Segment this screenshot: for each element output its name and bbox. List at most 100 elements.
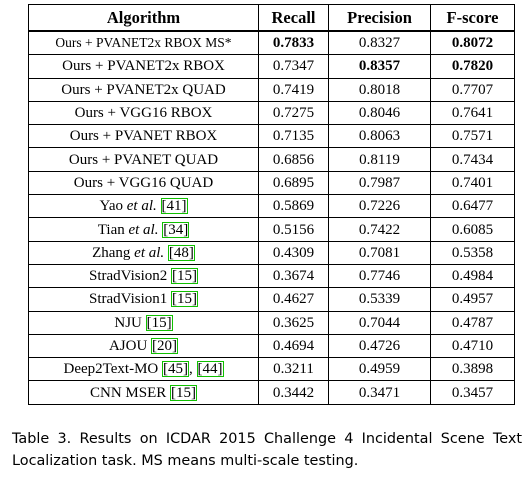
algorithm-cell: StradVision2 [15] [28,263,259,289]
citation-number: 15 [151,314,167,331]
fscore-cell: 0.7820 [430,54,515,79]
citation-link[interactable]: [45] [162,361,189,378]
algorithm-cell: Zhang et al. [48] [28,240,259,265]
algorithm-name: Ours + PVANET2x RBOX MS* [55,35,232,51]
table-row: Tian et al. [34] 0.5156 0.7422 0.6085 [28,217,515,242]
fscore-cell: 0.7571 [430,124,515,149]
table-row: Zhang et al. [48] 0.4309 0.7081 0.5358 [28,240,515,265]
table-body: Ours + PVANET2x RBOX MS* 0.7833 0.8327 0.80… [28,30,515,405]
precision-cell: 0.4959 [328,357,431,382]
algorithm-cell: CNN MSER [15] [28,380,259,405]
algorithm-name: Tian [97,221,125,238]
citation-link[interactable]: [15] [171,268,199,285]
citation-number: 48 [173,244,189,261]
fscore-cell: 0.5358 [430,240,515,265]
citation-number: 15 [177,268,193,285]
recall-cell: 0.6895 [258,170,329,196]
precision-cell: 0.8357 [328,54,431,79]
citation-number: 44 [202,361,218,378]
precision-cell: 0.7226 [328,194,431,219]
recall-cell: 0.4627 [258,287,329,312]
algorithm-cell: Tian et al. [34] [28,217,259,242]
recall-cell: 0.7135 [258,124,329,149]
precision-cell: 0.7081 [328,240,431,265]
header-recall: Recall [258,4,329,32]
header-algorithm: Algorithm [28,4,259,32]
fscore-cell: 0.7707 [430,77,515,102]
table-row: AJOU [20] 0.4694 0.4726 0.4710 [28,333,515,359]
citation-number: 41 [166,198,182,215]
algorithm-cell: Ours + VGG16 RBOX [28,100,259,126]
precision-cell: 0.7746 [328,263,431,289]
table-row: Ours + PVANET2x RBOX MS* 0.7833 0.8327 0.80… [28,30,515,56]
fscore-cell: 0.4710 [430,333,515,359]
algorithm-name: StradVision2 [88,268,168,285]
citation-link[interactable]: [20] [151,338,179,354]
precision-cell: 0.8018 [328,77,431,102]
algorithm-name: Deep2Text-MO [63,361,159,378]
fscore-cell: 0.7641 [430,100,515,126]
precision-cell: 0.7422 [328,217,431,242]
algorithm-cell: Ours + VGG16 QUAD [28,170,259,196]
fscore-cell: 0.7401 [430,170,515,196]
algorithm-cell: Ours + PVANET2x RBOX MS* [28,30,259,56]
table-row: NJU [15] 0.3625 0.7044 0.4787 [28,310,515,335]
precision-cell: 0.7987 [328,170,431,196]
citation-link[interactable]: [41] [160,198,188,215]
recall-cell: 0.5869 [258,194,329,219]
citation-link[interactable]: [15] [145,314,173,331]
algorithm-cell: Ours + PVANET2x QUAD [28,77,259,102]
algorithm-cell: Ours + PVANET2x RBOX [28,54,259,79]
recall-cell: 0.7419 [258,77,329,102]
algorithm-name: Ours + PVANET RBOX [69,128,218,145]
citation-link[interactable]: [15] [170,384,198,401]
recall-cell: 0.4309 [258,240,329,265]
precision-cell: 0.8046 [328,100,431,126]
table-row: Ours + VGG16 QUAD 0.6895 0.7987 0.7401 [28,170,515,196]
fscore-cell: 0.3457 [430,380,515,405]
fscore-cell: 0.6085 [430,217,515,242]
results-table-container: Algorithm Recall Precision F-score Ours … [28,4,515,405]
fscore-cell: 0.6477 [430,194,515,219]
fscore-cell: 0.4787 [430,310,515,335]
fscore-cell: 0.3898 [430,357,515,382]
algorithm-cell: StradVision1 [15] [28,287,259,312]
results-table: Algorithm Recall Precision F-score Ours … [28,4,515,405]
citation-link[interactable]: [15] [171,291,199,308]
precision-cell: 0.5339 [328,287,431,312]
table-row: Ours + VGG16 RBOX 0.7275 0.8046 0.7641 [28,100,515,126]
fscore-cell: 0.7434 [430,147,515,172]
recall-cell: 0.3211 [258,357,329,382]
algorithm-cell: AJOU [20] [28,333,259,359]
citation-number: 20 [157,338,173,354]
citation-link[interactable]: [48] [167,244,195,261]
table-header: Algorithm Recall Precision F-score [28,4,515,32]
recall-cell: 0.3442 [258,380,329,405]
recall-cell: 0.7347 [258,54,329,79]
citation-link[interactable]: [44] [196,361,224,378]
algorithm-name: Zhang [92,244,131,261]
algorithm-name: StradVision1 [88,291,168,308]
precision-cell: 0.8327 [328,30,431,56]
table-row: Ours + PVANET2x RBOX 0.7347 0.8357 0.7820 [28,54,515,79]
recall-cell: 0.3674 [258,263,329,289]
citation-link[interactable]: [34] [162,221,190,238]
table-row: Deep2Text-MO [45], [44] 0.3211 0.4959 0.389… [28,357,515,382]
table-row: Ours + PVANET RBOX 0.7135 0.8063 0.7571 [28,124,515,149]
recall-cell: 0.5156 [258,217,329,242]
precision-cell: 0.8119 [328,147,431,172]
algorithm-cell: Deep2Text-MO [45], [44] [28,357,259,382]
algorithm-name: Ours + PVANET2x QUAD [61,81,226,98]
precision-cell: 0.7044 [328,310,431,335]
recall-cell: 0.6856 [258,147,329,172]
recall-cell: 0.3625 [258,310,329,335]
table-row: Ours + PVANET2x QUAD 0.7419 0.8018 0.7707 [28,77,515,102]
recall-cell: 0.4694 [258,333,329,359]
table-row: CNN MSER [15] 0.3442 0.3471 0.3457 [28,380,515,405]
recall-cell: 0.7833 [258,30,329,56]
citation-number: 15 [177,291,193,308]
et-al-text: et al. [126,198,157,215]
algorithm-cell: NJU [15] [28,310,259,335]
algorithm-name: AJOU [108,338,148,354]
table-row: Ours + PVANET QUAD 0.6856 0.8119 0.7434 [28,147,515,172]
